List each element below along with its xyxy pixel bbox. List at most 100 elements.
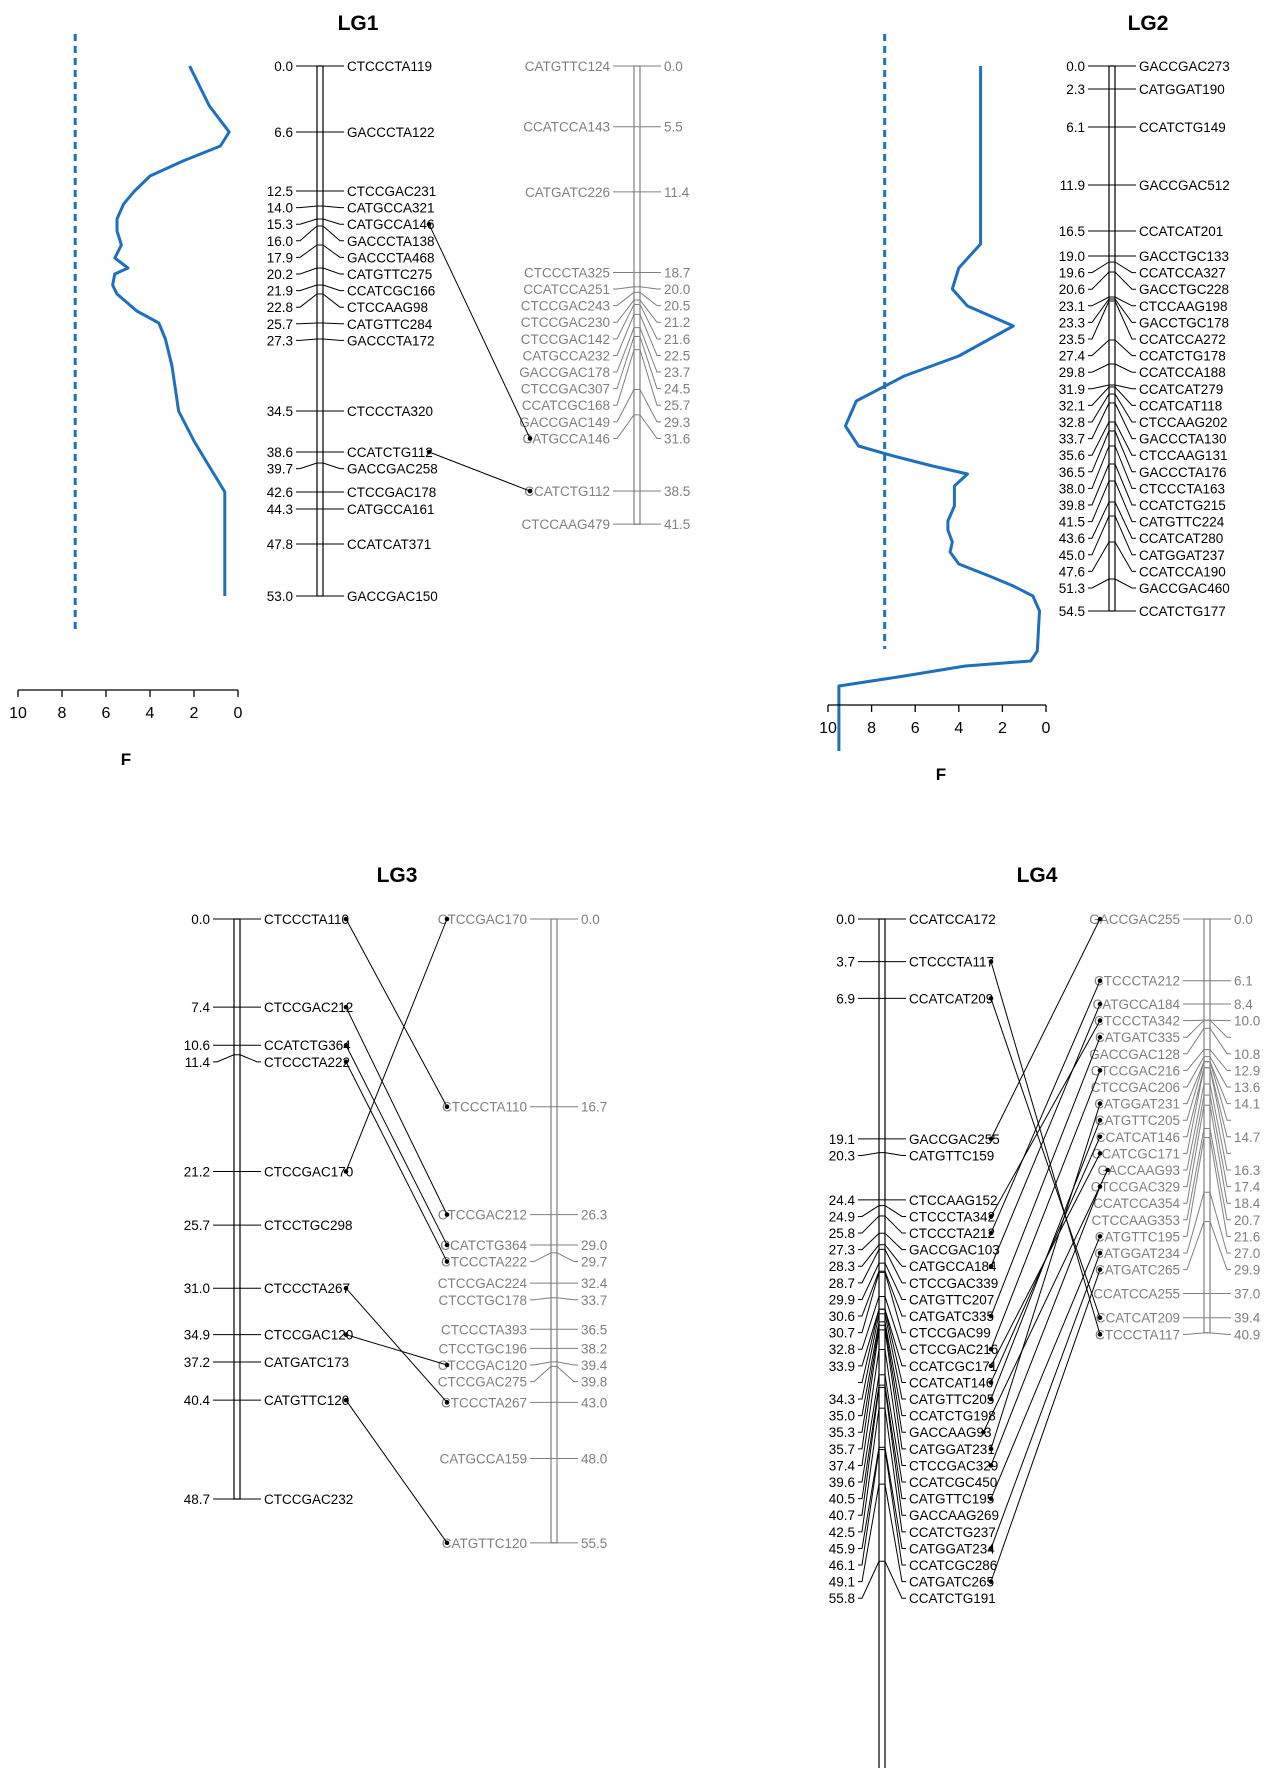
marker-tick-left	[858, 1484, 880, 1583]
marker-tick-left	[613, 299, 635, 323]
marker-tick-left	[858, 1215, 880, 1234]
chromosome-bar	[878, 918, 886, 1768]
marker-position: 21.6	[1234, 1229, 1260, 1244]
marker-name: CTCCGAC231	[347, 184, 436, 199]
marker-tick-left	[1183, 1221, 1205, 1271]
marker-tick-right	[1209, 1105, 1231, 1204]
marker-tick-right	[1209, 1192, 1231, 1254]
marker-position: 34.9	[184, 1328, 210, 1343]
marker-name: CATGTTC207	[909, 1292, 994, 1307]
f-statistic-curve	[837, 66, 1041, 751]
marker-tick-left	[858, 1309, 880, 1367]
marker-name: CTCCCTA267	[441, 1395, 527, 1410]
marker-name: CTCCCTA163	[1139, 481, 1225, 496]
marker-tick-right	[1114, 402, 1136, 440]
marker-tick-left	[1088, 384, 1110, 390]
link-dot	[988, 1230, 994, 1236]
marker-position: 16.3	[1234, 1163, 1260, 1178]
marker-name: GACCCTA122	[347, 125, 435, 140]
marker-tick-left	[858, 1447, 880, 1549]
marker-tick-right	[884, 1321, 906, 1417]
marker-name: CATGCCA159	[439, 1452, 527, 1467]
marker-name: CCATCAT118	[1139, 398, 1222, 413]
marker-name: CTCCGAC120	[264, 1328, 353, 1343]
marker-tick-left	[1183, 1094, 1205, 1188]
link-dot	[1097, 916, 1103, 922]
marker-tick-left	[1088, 393, 1110, 423]
marker-tick-left	[1088, 402, 1110, 440]
marker-tick-left	[1183, 1019, 1205, 1038]
marker-name: CCATCGC171	[909, 1359, 997, 1374]
marker-link	[990, 1070, 1101, 1350]
marker-tick-left	[858, 1244, 880, 1267]
marker-name: CTCCCTA110	[264, 912, 349, 927]
marker-link	[990, 1037, 1101, 1317]
marker-tick-left	[213, 1054, 235, 1063]
marker-tick-right	[1209, 1083, 1231, 1171]
marker-tick-right	[639, 349, 661, 406]
marker-name: CCATCCA190	[1139, 564, 1226, 579]
marker-tick-right	[884, 1296, 906, 1350]
marker-name: CCATCTG215	[1139, 498, 1226, 513]
link-dot	[988, 1463, 994, 1468]
marker-tick-right	[884, 1272, 906, 1334]
marker-name: CTCCGAC329	[1091, 1180, 1180, 1195]
marker-tick-right	[1114, 421, 1136, 456]
marker-link	[345, 918, 448, 1172]
marker-name: CATGTTC195	[1095, 1229, 1180, 1244]
marker-tick-left	[296, 462, 318, 470]
marker-position: 35.3	[829, 1425, 855, 1440]
marker-name: CTCCGAC339	[909, 1276, 998, 1291]
marker-tick-left	[858, 1449, 880, 1566]
marker-name: GACCGAC128	[1089, 1047, 1180, 1062]
marker-position: 16.7	[581, 1100, 607, 1115]
marker-position: 45.9	[829, 1541, 855, 1556]
marker-tick-left	[296, 322, 318, 325]
marker-position: 17.4	[1234, 1180, 1261, 1195]
marker-position: 21.6	[664, 332, 690, 347]
marker-name: CTCCGAC224	[438, 1276, 528, 1291]
marker-link	[345, 1399, 448, 1544]
marker-tick-right	[884, 1329, 906, 1450]
marker-name: CATGTTC224	[1139, 515, 1225, 530]
marker-tick-right	[1114, 480, 1136, 523]
marker-position: 54.5	[1059, 604, 1085, 619]
marker-name: CTCCGAC232	[264, 1492, 353, 1507]
panel-lg4: LG4 0.0 CCATCCA172 3.7 CTCCCTA117 6.9 CCATCAT2…	[829, 864, 1261, 1768]
link-dot	[444, 1242, 450, 1248]
marker-position: 55.5	[581, 1536, 607, 1551]
marker-position: 19.1	[829, 1132, 855, 1147]
marker-tick-right	[884, 1232, 906, 1251]
marker-tick-left	[296, 244, 318, 258]
marker-name: CATGTTC284	[347, 317, 433, 332]
marker-name: GACCTGC228	[1139, 282, 1229, 297]
marker-tick-right	[884, 1152, 906, 1156]
marker-name: CTCCGAC99	[909, 1326, 991, 1341]
marker-tick-right	[1209, 1067, 1231, 1138]
x-axis-tick-label: 4	[146, 705, 155, 722]
marker-position: 25.7	[664, 398, 690, 413]
marker-tick-left	[1088, 271, 1110, 290]
marker-tick-left	[858, 1313, 880, 1400]
marker-position: 32.4	[581, 1276, 608, 1291]
marker-name: CTCCCTA342	[1094, 1014, 1180, 1029]
marker-tick-right	[1114, 363, 1136, 373]
marker-tick-left	[858, 1408, 880, 1533]
marker-name: CTCCTGC178	[438, 1293, 527, 1308]
marker-name: CTCCGAC170	[438, 912, 527, 927]
x-axis-tick-label: 4	[954, 720, 963, 737]
marker-tick-left	[1183, 1332, 1205, 1335]
marker-tick-left	[1088, 501, 1110, 539]
panel-lg2: LG2 0.0 GACCGAC273 2.3 CATGGAT190 6.1 CCATCTG1…	[819, 12, 1230, 784]
marker-tick-left	[613, 414, 635, 439]
marker-name: CCATCTG178	[1139, 349, 1226, 364]
marker-link	[345, 918, 448, 1107]
marker-name: CCATCAT209	[1096, 1311, 1180, 1326]
marker-name: CTCCGAC216	[1091, 1063, 1180, 1078]
marker-position: 39.4	[581, 1358, 608, 1373]
marker-position: 34.3	[829, 1392, 855, 1407]
marker-name: CCATCCA354	[1093, 1196, 1180, 1211]
marker-link	[990, 918, 1101, 1140]
marker-tick-right	[639, 336, 661, 390]
marker-name: GACCGAC460	[1139, 581, 1230, 596]
